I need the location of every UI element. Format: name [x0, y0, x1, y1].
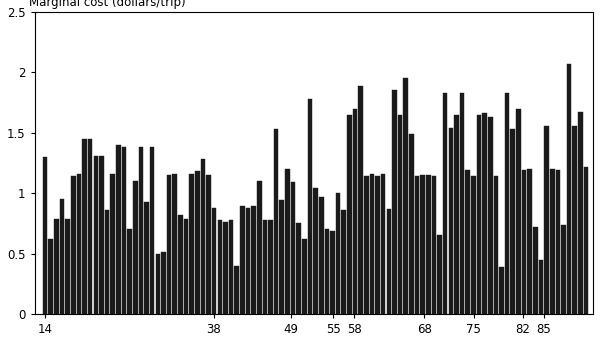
Bar: [319, 197, 323, 314]
Bar: [263, 220, 267, 314]
Bar: [522, 170, 526, 314]
Bar: [353, 109, 358, 314]
Bar: [325, 229, 329, 314]
Bar: [43, 157, 47, 314]
Bar: [139, 147, 143, 314]
Bar: [499, 267, 504, 314]
Bar: [516, 109, 521, 314]
Bar: [511, 129, 515, 314]
Bar: [471, 176, 476, 314]
Bar: [60, 199, 64, 314]
Bar: [449, 128, 453, 314]
Bar: [280, 200, 284, 314]
Bar: [476, 115, 481, 314]
Bar: [155, 253, 160, 314]
Bar: [392, 91, 397, 314]
Bar: [550, 169, 554, 314]
Bar: [268, 220, 273, 314]
Bar: [443, 93, 448, 314]
Bar: [167, 175, 172, 314]
Bar: [251, 206, 256, 314]
Bar: [235, 266, 239, 314]
Bar: [364, 176, 368, 314]
Bar: [415, 176, 419, 314]
Bar: [330, 230, 335, 314]
Bar: [172, 174, 177, 314]
Bar: [398, 115, 403, 314]
Bar: [482, 114, 487, 314]
Bar: [257, 181, 262, 314]
Bar: [403, 79, 408, 314]
Bar: [206, 175, 211, 314]
Bar: [94, 156, 98, 314]
Bar: [274, 129, 278, 314]
Bar: [105, 210, 109, 314]
Bar: [533, 227, 538, 314]
Bar: [229, 220, 233, 314]
Bar: [527, 169, 532, 314]
Bar: [460, 93, 464, 314]
Bar: [133, 181, 137, 314]
Bar: [178, 215, 182, 314]
Bar: [240, 206, 245, 314]
Bar: [195, 172, 200, 314]
Bar: [539, 260, 543, 314]
Bar: [347, 115, 352, 314]
Bar: [454, 115, 459, 314]
Bar: [150, 147, 154, 314]
Bar: [285, 169, 290, 314]
Bar: [584, 167, 589, 314]
Bar: [223, 222, 228, 314]
Text: Marginal cost (dollars/trip): Marginal cost (dollars/trip): [29, 0, 185, 9]
Bar: [110, 174, 115, 314]
Bar: [561, 225, 566, 314]
Bar: [54, 218, 59, 314]
Bar: [409, 134, 413, 314]
Bar: [218, 220, 222, 314]
Bar: [65, 218, 70, 314]
Bar: [556, 170, 560, 314]
Bar: [336, 193, 340, 314]
Bar: [466, 170, 470, 314]
Bar: [190, 174, 194, 314]
Bar: [127, 229, 132, 314]
Bar: [381, 174, 385, 314]
Bar: [386, 209, 391, 314]
Bar: [544, 126, 549, 314]
Bar: [122, 147, 127, 314]
Bar: [88, 139, 92, 314]
Bar: [431, 176, 436, 314]
Bar: [437, 236, 442, 314]
Bar: [200, 159, 205, 314]
Bar: [567, 64, 571, 314]
Bar: [99, 156, 104, 314]
Bar: [313, 188, 318, 314]
Bar: [488, 117, 493, 314]
Bar: [370, 174, 374, 314]
Bar: [116, 145, 121, 314]
Bar: [375, 176, 380, 314]
Bar: [494, 176, 498, 314]
Bar: [82, 139, 87, 314]
Bar: [49, 239, 53, 314]
Bar: [291, 182, 295, 314]
Bar: [358, 86, 363, 314]
Bar: [341, 210, 346, 314]
Bar: [302, 239, 307, 314]
Bar: [505, 93, 509, 314]
Bar: [296, 223, 301, 314]
Bar: [212, 208, 217, 314]
Bar: [421, 175, 425, 314]
Bar: [71, 176, 76, 314]
Bar: [245, 208, 250, 314]
Bar: [144, 202, 149, 314]
Bar: [426, 175, 431, 314]
Bar: [572, 126, 577, 314]
Bar: [578, 112, 583, 314]
Bar: [77, 174, 81, 314]
Bar: [308, 99, 312, 314]
Bar: [184, 218, 188, 314]
Bar: [161, 252, 166, 314]
